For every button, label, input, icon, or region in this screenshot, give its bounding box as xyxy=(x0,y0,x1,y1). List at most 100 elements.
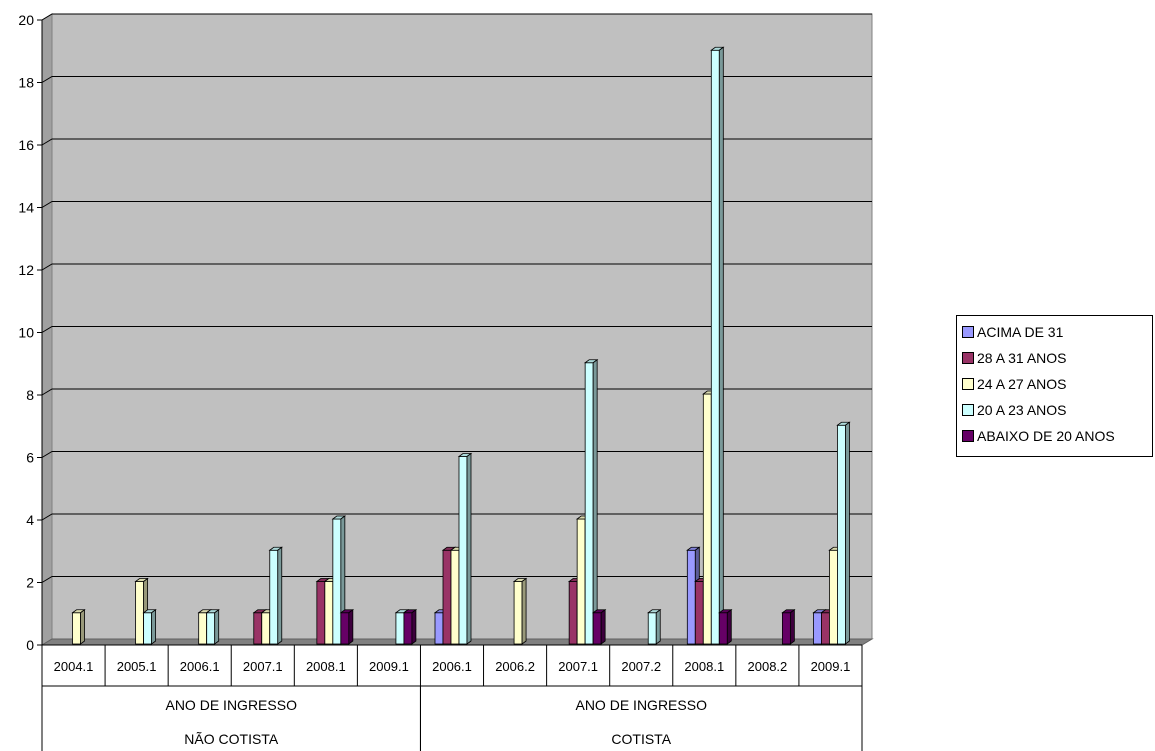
legend-swatch xyxy=(962,352,974,364)
y-tick-label: 6 xyxy=(26,450,34,466)
bar xyxy=(781,608,796,645)
y-tick-label: 12 xyxy=(18,262,34,278)
bar-front xyxy=(568,581,578,645)
bar-front xyxy=(837,424,846,645)
bar-side xyxy=(655,608,661,645)
bar-front xyxy=(829,549,838,645)
bar-front xyxy=(694,581,704,645)
x-tick-label: 2009.1 xyxy=(811,659,851,674)
bar-front xyxy=(206,612,216,645)
legend-item: 20 A 23 ANOS xyxy=(962,397,1152,423)
bar xyxy=(718,608,733,645)
bar xyxy=(268,546,283,645)
x-tick-label: 2008.2 xyxy=(748,659,788,674)
bar-side xyxy=(80,608,85,645)
gridlines xyxy=(41,13,872,583)
group-label-line2: COTISTA xyxy=(611,731,671,747)
bar-front xyxy=(340,612,350,645)
gridline xyxy=(41,513,872,521)
bar-front xyxy=(718,612,728,645)
legend-label: ACIMA DE 31 xyxy=(977,324,1064,340)
y-tick-label: 16 xyxy=(18,137,34,153)
bars xyxy=(71,46,851,645)
x-tick-label: 2007.1 xyxy=(243,659,283,674)
bar xyxy=(512,577,528,645)
gridline xyxy=(41,138,872,146)
group-label-line1: ANO DE INGRESSO xyxy=(575,697,707,713)
gridline xyxy=(41,326,872,333)
bar-front xyxy=(458,456,468,645)
bar-front xyxy=(253,612,263,645)
gridline xyxy=(41,576,872,583)
bar xyxy=(205,608,220,645)
legend-label: 28 A 31 ANOS xyxy=(977,350,1067,366)
bar-front xyxy=(710,49,720,645)
bar-side xyxy=(151,608,157,645)
x-tick-label: 2007.2 xyxy=(621,659,661,674)
bar-side xyxy=(789,608,795,645)
bar-front xyxy=(143,612,153,645)
bar-front xyxy=(647,612,657,645)
bar-side xyxy=(411,608,417,645)
legend-swatch xyxy=(962,430,974,442)
bar-front xyxy=(813,612,822,645)
bar xyxy=(71,608,86,645)
bar-side xyxy=(521,577,527,645)
bar-side xyxy=(466,452,472,645)
bar-front xyxy=(450,549,460,645)
x-tick-label: 2006.1 xyxy=(180,659,220,674)
bar-front xyxy=(261,612,271,645)
bar-front xyxy=(686,549,696,645)
bar xyxy=(339,608,355,645)
x-tick-label: 2005.1 xyxy=(117,659,157,674)
bar-front xyxy=(395,612,405,645)
gridline xyxy=(41,13,872,21)
bar-front xyxy=(332,518,342,645)
legend-swatch xyxy=(962,326,974,338)
y-tick-label: 18 xyxy=(18,75,34,91)
y-tick-label: 8 xyxy=(26,387,34,403)
bar-side xyxy=(277,546,283,645)
bar-front xyxy=(821,612,830,645)
bar-front xyxy=(316,581,326,645)
x-tick-label: 2006.2 xyxy=(495,659,535,674)
legend-item: 24 A 27 ANOS xyxy=(962,371,1152,397)
legend-swatch xyxy=(962,404,974,416)
bar xyxy=(647,608,662,645)
legend-item: 28 A 31 ANOS xyxy=(962,345,1152,371)
x-tick-label: 2004.1 xyxy=(54,659,94,674)
bar-front xyxy=(72,612,81,645)
bar-side xyxy=(592,358,598,645)
x-tick-label: 2007.1 xyxy=(558,659,598,674)
bar-front xyxy=(135,581,145,645)
bar-side xyxy=(718,46,724,645)
bar-front xyxy=(513,581,523,645)
bar xyxy=(457,452,473,645)
bar-front xyxy=(324,581,334,645)
y-axis: 0 2 4 6 8 10 12 14 16 18 20 xyxy=(18,12,43,653)
gridline xyxy=(41,388,872,396)
legend: ACIMA DE 31 28 A 31 ANOS 24 A 27 ANOS 20 A … xyxy=(956,315,1153,457)
legend-swatch xyxy=(962,378,974,390)
group-label-line2: NÃO COTISTA xyxy=(184,731,279,747)
gridline xyxy=(41,451,872,458)
y-tick-label: 4 xyxy=(26,512,34,528)
bar-front xyxy=(269,549,279,645)
legend-item: ACIMA DE 31 xyxy=(962,319,1152,345)
bar-side xyxy=(214,608,220,645)
bar-front xyxy=(434,612,444,645)
bar-front xyxy=(198,612,208,645)
bar-front xyxy=(403,612,413,645)
bar-front xyxy=(781,612,791,645)
x-tick-label: 2008.1 xyxy=(684,659,724,674)
y-tick-label: 10 xyxy=(18,325,34,341)
bar-front xyxy=(592,612,602,645)
x-tick-label: 2009.1 xyxy=(369,659,409,674)
group-label-line1: ANO DE INGRESSO xyxy=(165,697,297,713)
bar-front xyxy=(702,393,712,645)
bar xyxy=(591,608,607,645)
bar-front xyxy=(584,362,594,645)
legend-item: ABAIXO DE 20 ANOS xyxy=(962,423,1152,449)
y-tick-label: 0 xyxy=(26,637,34,653)
